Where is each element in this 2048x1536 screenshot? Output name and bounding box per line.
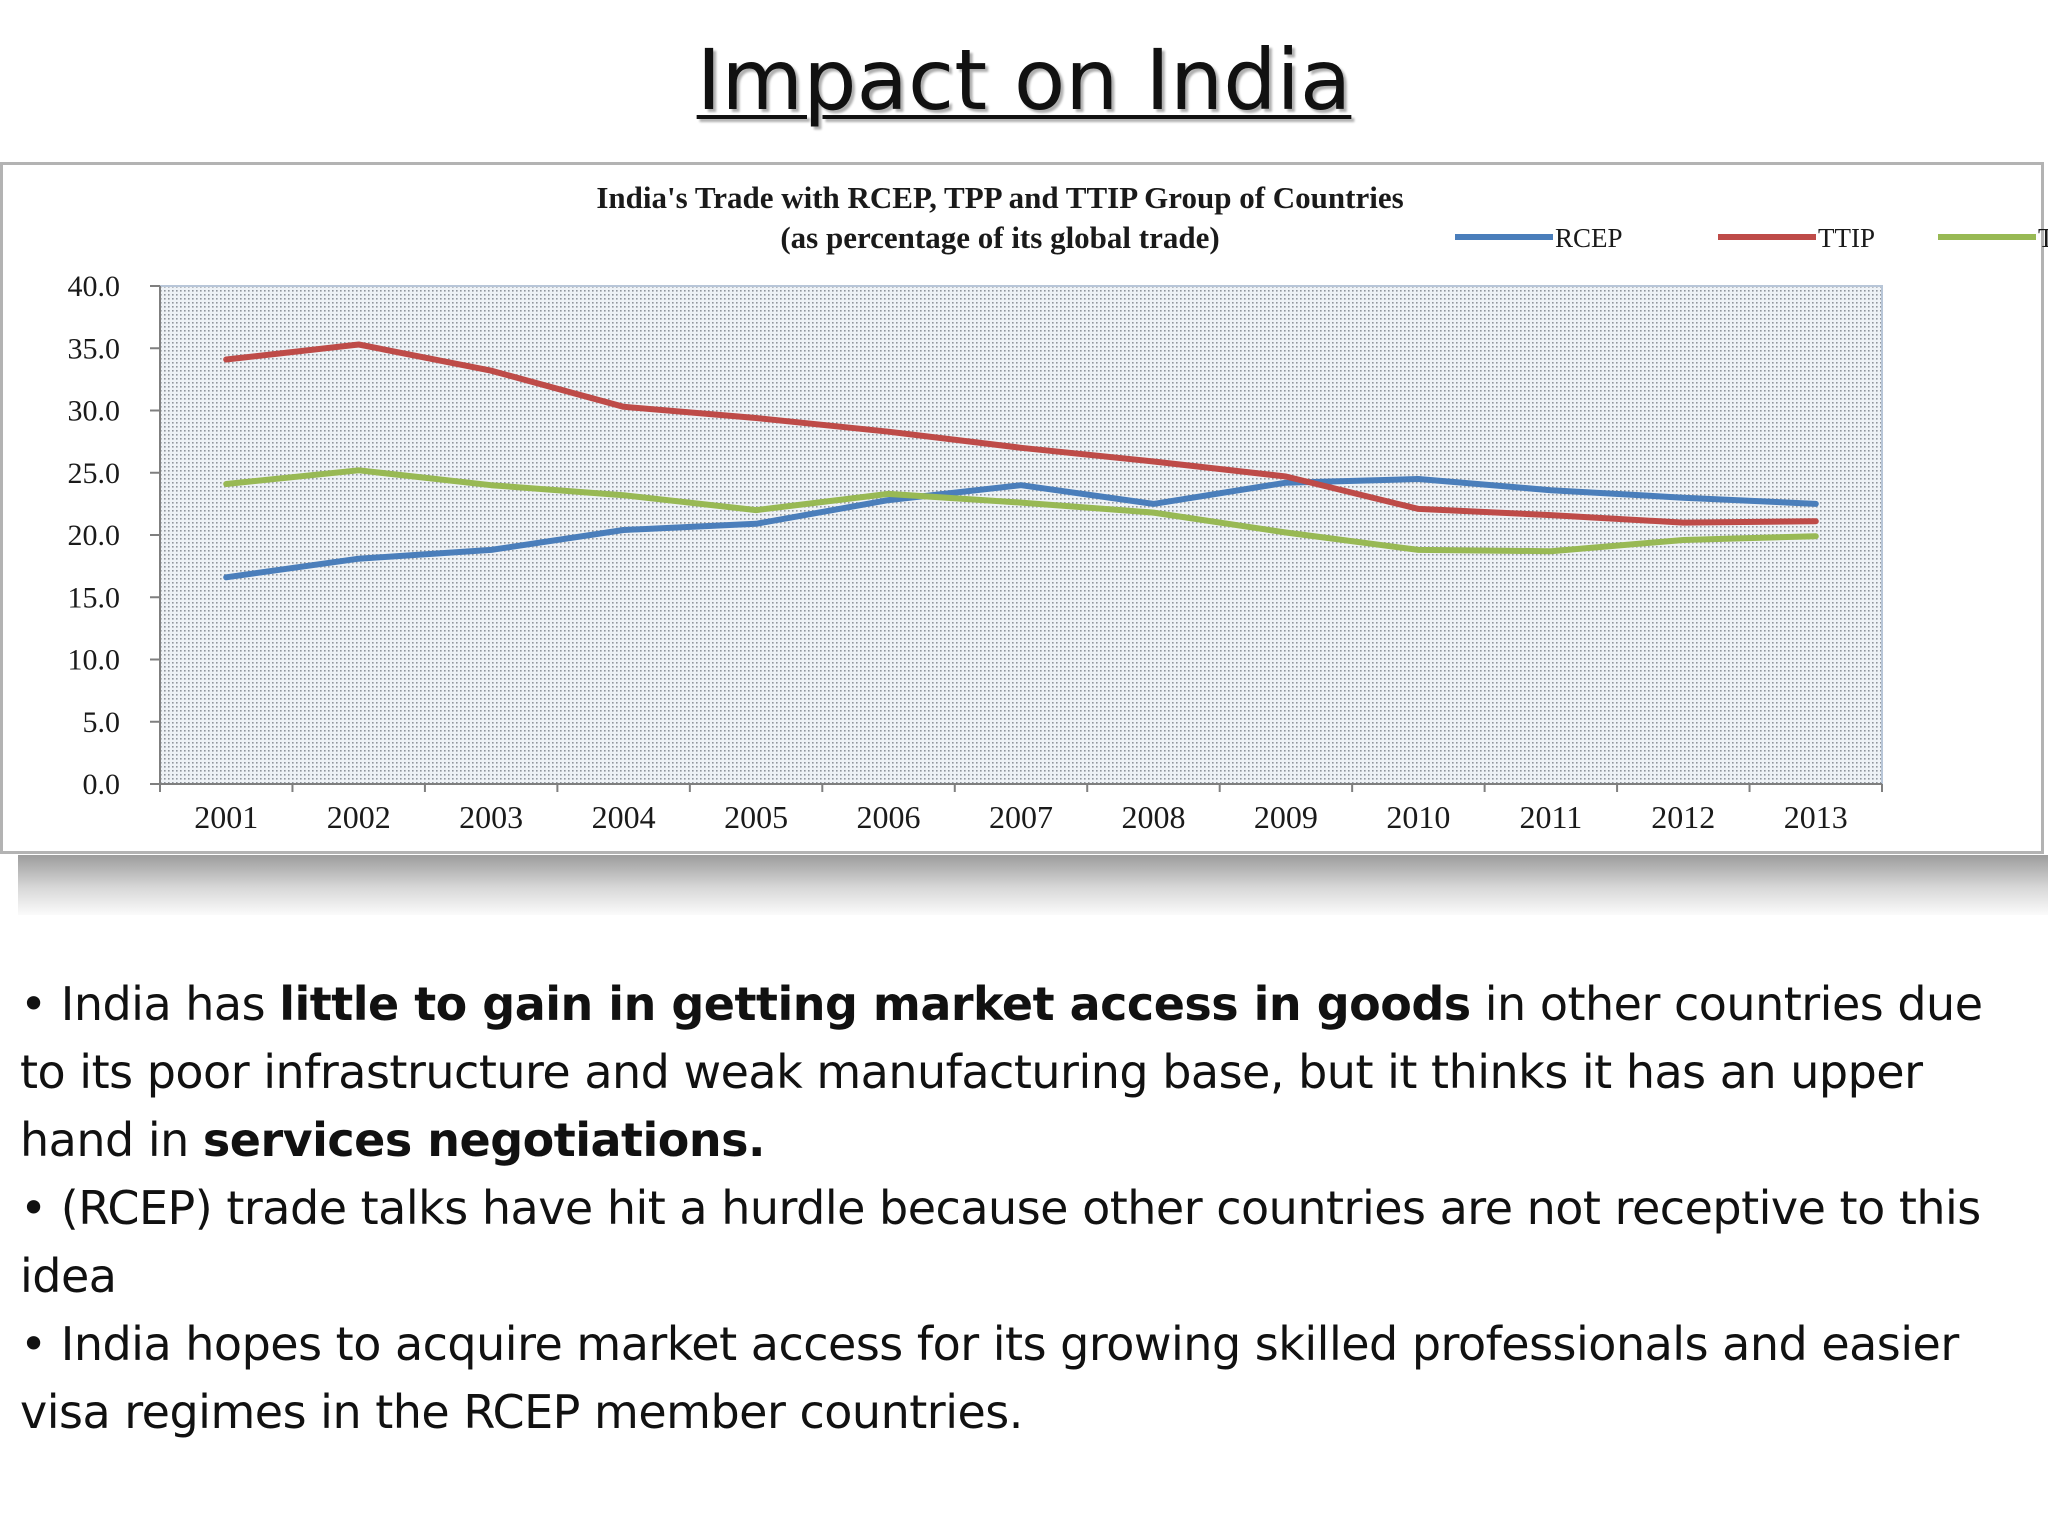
body-text: • India has little to gain in getting ma… — [20, 970, 2030, 1446]
x-tick-label: 2010 — [1386, 799, 1450, 835]
y-tick-label: 15.0 — [68, 581, 121, 614]
slide-title: Impact on India — [0, 30, 2048, 130]
x-tick-label: 2002 — [327, 799, 391, 835]
y-axis: 0.0 5.0 10.0 15.0 20.0 25.0 30.0 35.0 40.0 — [68, 270, 161, 801]
x-tick-label: 2001 — [194, 799, 258, 835]
y-tick-label: 30.0 — [68, 395, 121, 428]
bullet-text: • (RCEP) trade talks have hit a hurdle b… — [20, 1181, 1981, 1303]
trade-line-chart: India's Trade with RCEP, TPP and TTIP Gr… — [68, 180, 2048, 835]
chart-title: India's Trade with RCEP, TPP and TTIP Gr… — [596, 180, 1403, 215]
legend-label-rcep: RCEP — [1555, 223, 1623, 253]
x-tick-label: 2011 — [1519, 799, 1582, 835]
slide-title-text: Impact on India — [696, 31, 1352, 129]
y-tick-label: 0.0 — [83, 768, 121, 801]
x-tick-label: 2006 — [857, 799, 921, 835]
plot-area — [159, 285, 1883, 785]
y-tick-label: 5.0 — [83, 706, 121, 739]
x-tick-label: 2003 — [459, 799, 523, 835]
y-tick-label: 10.0 — [68, 644, 121, 677]
bullet-emphasis: services negotiations. — [202, 1113, 766, 1167]
chart-subtitle: (as percentage of its global trade) — [780, 220, 1219, 255]
bullet-item: • India has little to gain in getting ma… — [20, 970, 2030, 1174]
y-tick-label: 40.0 — [68, 270, 121, 303]
bullet-item: • India hopes to acquire market access f… — [20, 1310, 2030, 1446]
legend: RCEP TTIP TPP — [1455, 223, 2048, 253]
chart-shadow — [18, 855, 2048, 915]
y-tick-label: 20.0 — [68, 519, 121, 552]
x-axis: 2001 2002 2003 2004 2005 2006 2007 2008 2009 2010… — [159, 783, 1883, 835]
x-tick-label: 2007 — [989, 799, 1053, 835]
series-line-rcep — [223, 476, 1819, 581]
x-tick-label: 2004 — [592, 799, 656, 835]
x-tick-label: 2012 — [1651, 799, 1715, 835]
bullet-emphasis: little to gain in getting market access … — [279, 977, 1471, 1031]
y-tick-label: 35.0 — [68, 332, 121, 365]
series-line-tpp — [223, 467, 1819, 555]
bullet-text: • India hopes to acquire market access f… — [20, 1317, 1959, 1439]
x-tick-label: 2009 — [1254, 799, 1318, 835]
bullet-item: • (RCEP) trade talks have hit a hurdle b… — [20, 1174, 2030, 1310]
y-tick-label: 25.0 — [68, 457, 121, 490]
series-lines — [223, 341, 1819, 581]
bullet-text: in other countries due to its poor infra… — [20, 977, 1983, 1167]
x-tick-label: 2013 — [1784, 799, 1848, 835]
x-tick-label: 2008 — [1121, 799, 1185, 835]
series-line-ttip — [223, 341, 1819, 526]
legend-label-tpp: TPP — [2038, 223, 2048, 253]
bullet-text: • India has — [20, 977, 280, 1031]
x-tick-label: 2005 — [724, 799, 788, 835]
legend-label-ttip: TTIP — [1818, 223, 1875, 253]
